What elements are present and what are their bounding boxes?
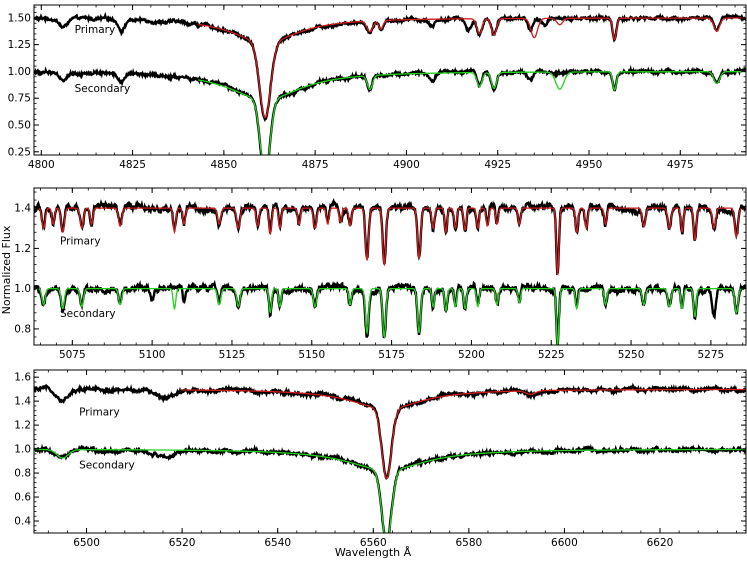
x-tick-label: 4925 [484,159,511,171]
label-secondary: Secondary [75,83,131,95]
series-observed-top-0 [34,11,746,123]
y-tick-label: 0.25 [8,146,31,158]
x-tick-label: 5275 [698,349,725,361]
x-tick-label: 6600 [551,537,578,549]
axes-frame [33,187,747,346]
axes-frame [33,369,747,534]
label-secondary: Secondary [79,459,135,471]
series-primary_model-bottom-1 [182,388,746,480]
x-tick-label: 5200 [458,349,485,361]
y-tick-label: 1.4 [14,203,31,215]
y-tick-label: 0.75 [8,93,31,105]
x-tick-label: 6560 [360,537,387,549]
series-secondary_model-middle-3 [34,287,746,345]
y-tick-label: 0.8 [14,468,31,480]
label-primary: Primary [75,24,116,36]
x-tick-label: 4825 [119,159,146,171]
x-tick-label: 6620 [647,537,674,549]
x-tick-label: 6580 [455,537,482,549]
panel-bottom: 6500 6520 6540 6560 6580 6600 6620 0.4 0.6 0.8 1.0… [14,369,747,549]
y-tick-label: 1.25 [8,39,31,51]
series-observed-middle-2 [34,279,746,345]
x-axis-label: Wavelength Å [335,546,412,559]
series-primary_model-middle-1 [34,207,746,277]
x-tick-label: 4875 [302,159,329,171]
x-tick-label: 5075 [59,349,86,361]
y-tick-label: 1.0 [14,283,31,295]
x-tick-label: 5125 [219,349,246,361]
y-tick-label: 1.2 [14,420,31,432]
x-tick-label: 5100 [139,349,166,361]
x-tick-label: 6520 [169,537,196,549]
panel-top: 4800 4825 4850 4875 4900 4925 4950 4975 0.25 0.50… [8,4,747,171]
series-primary_model-top-1 [198,17,746,119]
y-axis-label: Normalized Flux [0,225,13,314]
axes-frame [33,4,747,156]
x-tick-label: 4800 [28,159,55,171]
series-secondary_model-bottom-3 [34,448,746,533]
x-tick-label: 5175 [378,349,405,361]
series-observed-middle-0 [34,197,746,276]
y-tick-label: 1.2 [14,243,31,255]
x-tick-label: 5225 [538,349,565,361]
y-tick-label: 1.4 [14,396,31,408]
x-tick-label: 5150 [298,349,325,361]
series-secondary_model-top-3 [198,71,746,155]
x-tick-label: 6500 [73,537,100,549]
y-tick-label: 1.50 [8,12,31,24]
x-tick-label: 4950 [576,159,603,171]
x-tick-label: 6540 [264,537,291,549]
y-tick-label: 0.8 [14,323,31,335]
y-tick-label: 1.00 [8,66,31,78]
y-tick-label: 0.50 [8,120,31,132]
x-tick-label: 4975 [667,159,694,171]
panel-middle: 5075 5100 5125 5150 5175 5200 5225 5250 5275 0.8 1… [14,187,747,361]
y-tick-label: 0.6 [14,492,31,504]
y-tick-label: 1.0 [14,444,31,456]
label-secondary: Secondary [60,308,116,320]
x-tick-label: 4900 [393,159,420,171]
x-tick-label: 5250 [618,349,645,361]
label-primary: Primary [60,235,101,247]
label-primary: Primary [79,407,120,419]
y-tick-label: 1.6 [14,372,31,384]
y-tick-label: 0.4 [14,516,31,528]
x-tick-label: 4850 [210,159,237,171]
